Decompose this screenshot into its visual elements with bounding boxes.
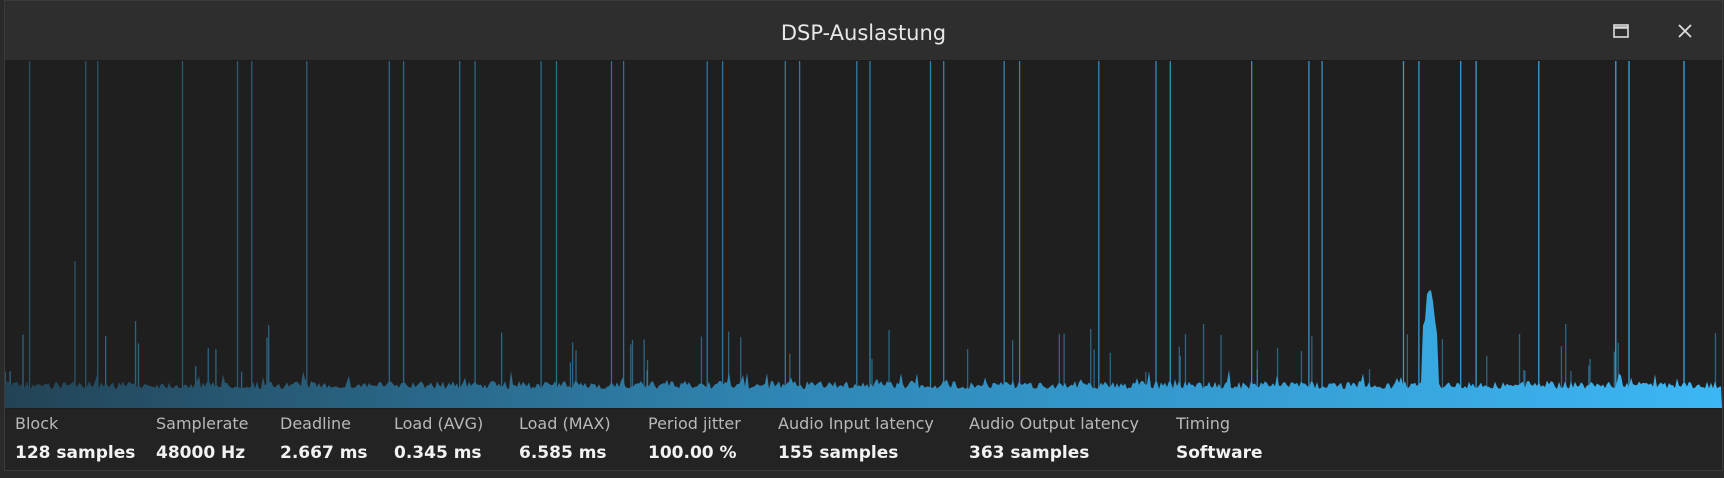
stat: Block 128 samples — [15, 414, 135, 463]
stat: Deadline 2.667 ms — [280, 414, 368, 463]
stat-label: Audio Output latency — [969, 414, 1139, 433]
stat-value: 100.00 % — [648, 443, 737, 463]
stat: Load (AVG) 0.345 ms — [394, 414, 483, 463]
stat-label: Audio Input latency — [778, 414, 934, 433]
title-bar: DSP-Auslastung — [5, 1, 1722, 61]
stat-value: 6.585 ms — [519, 443, 607, 463]
stat-value: 128 samples — [15, 443, 136, 463]
stat-label: Block — [15, 414, 59, 433]
stat: Samplerate 48000 Hz — [156, 414, 249, 463]
stat-label: Samplerate — [156, 414, 249, 433]
stat: Period jitter 100.00 % — [648, 414, 741, 463]
stat-value: 48000 Hz — [156, 443, 246, 463]
stat-label: Deadline — [280, 414, 351, 433]
stat: Load (MAX) 6.585 ms — [519, 414, 611, 463]
window-title: DSP-Auslastung — [780, 21, 947, 45]
stat-label: Load (AVG) — [394, 414, 484, 433]
stat-value: 155 samples — [778, 443, 899, 463]
stat-value: 363 samples — [969, 443, 1090, 463]
stat-value: 2.667 ms — [280, 443, 368, 463]
stat: Audio Output latency 363 samples — [969, 414, 1139, 463]
maximize-button[interactable] — [1609, 19, 1633, 43]
load-band — [5, 290, 1722, 408]
stat-label: Load (MAX) — [519, 414, 611, 433]
stat-label: Period jitter — [648, 414, 741, 433]
close-button[interactable] — [1673, 19, 1697, 43]
stat-value: 0.345 ms — [394, 443, 482, 463]
stat: Audio Input latency 155 samples — [778, 414, 934, 463]
dsp-load-graph — [5, 61, 1722, 409]
dialog-window: DSP-Auslastung Block 128 samples Samplerat… — [4, 0, 1723, 471]
stat-value: Software — [1176, 443, 1263, 463]
stat: Timing Software — [1176, 414, 1263, 463]
stat-label: Timing — [1176, 414, 1231, 433]
graph-background — [5, 61, 1722, 409]
